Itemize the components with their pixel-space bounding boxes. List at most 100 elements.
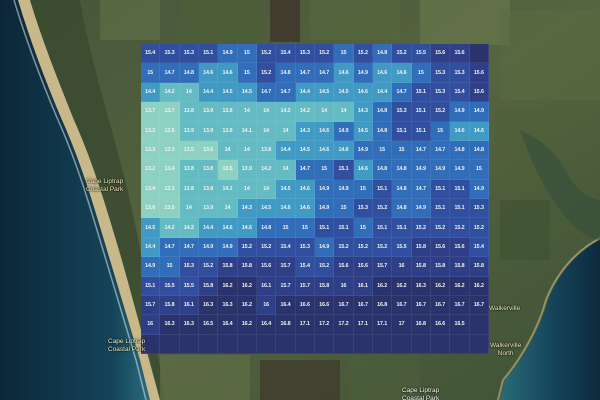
grid-cell: 16.4 <box>218 315 238 335</box>
grid-cell: 15.8 <box>450 257 470 277</box>
grid-cell: 15.1 <box>141 276 161 296</box>
grid-cell: 15.6 <box>469 63 489 83</box>
grid-cell: 15.3 <box>295 237 315 258</box>
place-label-cape-liptrap: Cape Liptrap Coastal Park <box>86 178 124 193</box>
grid-cell: 15 <box>353 218 373 238</box>
grid-cell: 15.3 <box>295 44 315 64</box>
place-label-cape-liptrap: Cape Liptrap Coastal Park <box>108 338 146 353</box>
grid-cell: 13.9 <box>199 199 219 219</box>
grid-cell: 14.6 <box>392 63 412 83</box>
grid-cell: 14.4 <box>141 237 161 258</box>
grid-cell: 15.5 <box>160 276 180 296</box>
grid-cell: 15.8 <box>469 257 489 277</box>
grid-cell <box>160 334 180 354</box>
grid-cell: 16.3 <box>218 295 238 316</box>
grid-cell: 14.5 <box>237 82 257 103</box>
grid-cell: 14.9 <box>411 160 431 180</box>
grid-cell: 16.5 <box>450 315 470 335</box>
grid-cell: 15.2 <box>315 257 335 277</box>
grid-cell: 15.2 <box>257 63 277 83</box>
grid-cell: 15.1 <box>411 82 431 103</box>
grid-cell: 16 <box>392 257 412 277</box>
grid-cell: 16.5 <box>199 315 219 335</box>
grid-cell: 16.4 <box>257 315 277 335</box>
grid-cell: 15.8 <box>199 276 219 296</box>
grid-cell: 15.8 <box>431 257 451 277</box>
field <box>420 0 510 45</box>
grid-cell: 13.8 <box>199 160 219 180</box>
grid-cell: 15.1 <box>315 218 335 238</box>
grid-cell: 13.7 <box>160 102 180 122</box>
grid-cell <box>199 334 219 354</box>
grid-cell: 14 <box>237 140 257 161</box>
grid-cell: 16.4 <box>276 295 296 316</box>
grid-cell: 15.5 <box>179 276 199 296</box>
grid-cell: 15.2 <box>353 44 373 64</box>
grid-cell: 15.3 <box>431 82 451 103</box>
value-grid: 15.4 15.3 15.3 15.1 14.9 15 15.2 15.4 15.3 15.2 15… <box>141 44 489 354</box>
grid-cell: 14 <box>276 121 296 141</box>
grid-cell: 15.2 <box>237 237 257 258</box>
field <box>500 200 550 260</box>
grid-cell: 13.8 <box>179 160 199 180</box>
grid-cell: 14.9 <box>469 102 489 122</box>
grid-cell: 17.1 <box>295 315 315 335</box>
grid-cell: 14.2 <box>160 82 180 103</box>
grid-cell: 13.5 <box>179 140 199 161</box>
grid-cell: 15.2 <box>199 257 219 277</box>
grid-cell: 14 <box>237 179 257 199</box>
grid-cell: 15.3 <box>431 63 451 83</box>
grid-cell: 14.8 <box>373 44 393 64</box>
grid-cell: 15 <box>315 160 335 180</box>
grid-cell: 15 <box>160 257 180 277</box>
grid-cell: 13.9 <box>199 121 219 141</box>
grid-cell: 16.8 <box>373 295 393 316</box>
grid-cell: 15.1 <box>450 199 470 219</box>
grid-cell: 14.4 <box>276 140 296 161</box>
grid-cell: 14.5 <box>295 140 315 161</box>
field <box>310 0 400 40</box>
grid-cell: 13.8 <box>199 179 219 199</box>
grid-cell <box>353 334 373 354</box>
grid-cell: 15.4 <box>469 237 489 258</box>
grid-cell: 14.6 <box>295 179 315 199</box>
grid-cell: 15.2 <box>392 44 412 64</box>
grid-cell: 13.3 <box>160 179 180 199</box>
grid-cell: 14 <box>315 102 335 122</box>
field <box>160 355 250 400</box>
bay-shore <box>497 237 600 400</box>
grid-cell: 14.2 <box>179 218 199 238</box>
grid-cell <box>257 334 277 354</box>
grid-cell: 13.6 <box>141 199 161 219</box>
grid-cell: 15.2 <box>334 237 354 258</box>
grid-cell: 16.1 <box>257 276 277 296</box>
grid-cell: 14.7 <box>160 63 180 83</box>
grid-cell: 14 <box>276 160 296 180</box>
grid-cell: 14.6 <box>218 63 238 83</box>
grid-cell: 14.9 <box>315 199 335 219</box>
grid-cell: 15.6 <box>431 237 451 258</box>
grid-cell: 14.4 <box>373 82 393 103</box>
grid-cell: 14.6 <box>469 121 489 141</box>
grid-cell: 15.1 <box>431 179 451 199</box>
grid-cell: 15.3 <box>469 199 489 219</box>
grid-cell: 14.9 <box>141 257 161 277</box>
grid-cell: 15 <box>237 44 257 64</box>
grid-cell: 14.6 <box>450 121 470 141</box>
grid-cell: 13.4 <box>141 179 161 199</box>
grid-cell: 13.8 <box>179 179 199 199</box>
grid-cell: 14.6 <box>218 218 238 238</box>
grid-cell <box>315 334 335 354</box>
grid-cell: 14.6 <box>276 199 296 219</box>
grid-cell: 16.2 <box>237 295 257 316</box>
place-label-cape-liptrap: Cape Liptrap Coastal Park <box>402 387 440 400</box>
grid-cell: 15.8 <box>411 237 431 258</box>
grid-cell: 14.5 <box>334 82 354 103</box>
grid-cell: 14 <box>334 102 354 122</box>
grid-cell: 14.5 <box>353 121 373 141</box>
grid-cell: 15.3 <box>179 257 199 277</box>
grid-cell: 14.7 <box>315 63 335 83</box>
grid-cell: 13.9 <box>237 160 257 180</box>
grid-cell: 15.1 <box>373 179 393 199</box>
